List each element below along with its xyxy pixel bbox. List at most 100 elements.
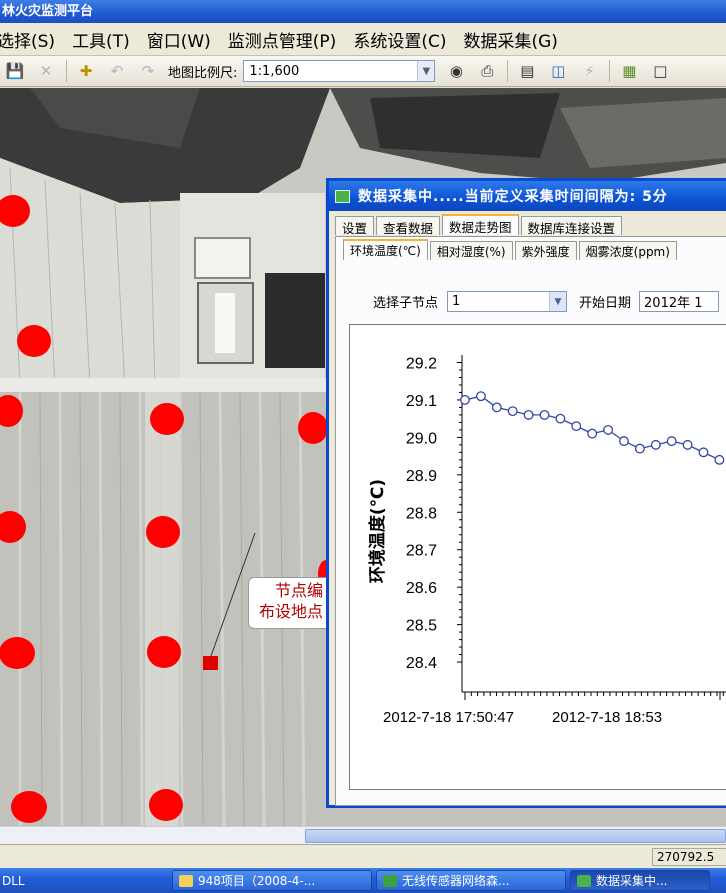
undo-icon[interactable]: ↶	[106, 60, 128, 82]
scrollbar-thumb[interactable]	[305, 829, 726, 843]
data-point	[540, 411, 549, 420]
tree-icon	[383, 875, 397, 887]
sensor-node[interactable]	[17, 325, 51, 357]
data-point	[477, 392, 486, 401]
delete-icon[interactable]: ✕	[35, 60, 57, 82]
taskbar-item-document[interactable]: 无线传感器网络森...	[376, 870, 566, 891]
flash-icon[interactable]: ⚡	[578, 60, 600, 82]
taskbar-item-label: 无线传感器网络森...	[402, 872, 509, 889]
subtab-humidity[interactable]: 相对湿度(%)	[430, 241, 513, 260]
sensor-tabs: 环境温度(℃) 相对湿度(%) 紫外强度 烟雾浓度(ppm)	[343, 241, 679, 261]
taskbar-item-folder[interactable]: 948项目（2008-4-...	[172, 870, 372, 891]
data-point	[493, 403, 502, 412]
chevron-down-icon[interactable]: ▼	[417, 61, 434, 81]
chart-svg: 29.2 29.1 29.0 28.9 28.8 28.7 28.6 28.5 28.4 2012…	[350, 325, 726, 790]
save-icon[interactable]: 💾	[4, 60, 26, 82]
export-icon[interactable]: ▦	[618, 60, 640, 82]
y-tick-label: 28.5	[406, 618, 437, 635]
trend-chart: 29.2 29.1 29.0 28.9 28.8 28.7 28.6 28.5 28.4 2012…	[349, 324, 726, 790]
series-line	[465, 396, 719, 460]
tab-trend-chart[interactable]: 数据走势图	[442, 214, 519, 235]
taskbar-item-label: 数据采集中...	[596, 872, 667, 889]
subtab-smoke[interactable]: 烟雾浓度(ppm)	[579, 241, 677, 260]
measure-icon[interactable]: ▤	[516, 60, 538, 82]
menu-data-collection[interactable]: 数据采集(G)	[463, 27, 557, 52]
taskbar-item-label: 948项目（2008-4-...	[198, 872, 315, 889]
sensor-node[interactable]	[298, 412, 328, 444]
x-tick-label: 2012-7-18 17:50:47	[383, 709, 514, 726]
toolbar-separator	[609, 60, 610, 82]
subtab-temperature[interactable]: 环境温度(℃)	[343, 239, 428, 260]
node-select-label: 选择子节点	[373, 292, 438, 311]
data-point	[461, 396, 470, 405]
menu-tools[interactable]: 工具(T)	[72, 27, 130, 52]
tab-db-connection[interactable]: 数据库连接设置	[521, 216, 623, 235]
data-point	[604, 426, 613, 435]
map-horizontal-scrollbar[interactable]	[0, 826, 726, 844]
y-tick-label: 28.4	[406, 655, 437, 672]
toolbar: 💾 ✕ ✚ ↶ ↷ 地图比例尺: 1:1,600 ▼ ◉ ⎙ ▤ ◫ ⚡ ▦ □	[0, 56, 726, 87]
folder-icon	[179, 875, 193, 887]
taskbar-item-data-collection[interactable]: 数据采集中...	[570, 870, 710, 891]
menu-monitor-points[interactable]: 监测点管理(P)	[228, 27, 337, 52]
tab-view-data[interactable]: 查看数据	[376, 216, 440, 235]
data-point	[620, 437, 629, 446]
app-title-bar[interactable]: 林火灾监测平台	[0, 0, 726, 23]
y-tick-label: 29.1	[406, 393, 437, 410]
menu-select[interactable]: 选择(S)	[0, 27, 55, 52]
main-tabs: 设置 查看数据 数据走势图 数据库连接设置	[335, 216, 624, 236]
y-tick-label: 29.0	[406, 430, 437, 447]
y-tick-label: 28.8	[406, 505, 437, 522]
y-tick-label: 28.9	[406, 468, 437, 485]
taskbar: DLL 948项目（2008-4-... 无线传感器网络森... 数据采集中..…	[0, 868, 726, 893]
chevron-down-icon[interactable]: ▼	[549, 292, 566, 311]
subtab-uv[interactable]: 紫外强度	[515, 241, 577, 260]
binoculars-icon[interactable]: ◉	[445, 60, 467, 82]
redo-icon[interactable]: ↷	[137, 60, 159, 82]
sensor-node[interactable]	[0, 637, 35, 669]
data-point	[524, 411, 533, 420]
y-tick-label: 28.6	[406, 580, 437, 597]
start-date-picker[interactable]: 2012年 1	[639, 291, 719, 312]
sensor-node[interactable]	[149, 789, 183, 821]
data-point	[556, 414, 565, 423]
sensor-node[interactable]	[150, 403, 184, 435]
print-icon[interactable]: ⎙	[476, 60, 498, 82]
toolbar-separator	[66, 60, 67, 82]
node-select[interactable]: 1 ▼	[447, 291, 567, 312]
data-point	[508, 407, 517, 416]
data-point	[636, 444, 645, 453]
layer-icon[interactable]: ◫	[547, 60, 569, 82]
map-scale-label: 地图比例尺:	[168, 62, 237, 81]
status-bar: 270792.5	[0, 844, 726, 868]
taskbar-start-text[interactable]: DLL	[0, 874, 60, 888]
chart-controls: 选择子节点 1 ▼ 开始日期 2012年 1	[373, 291, 719, 312]
sensor-node[interactable]	[147, 636, 181, 668]
sensor-node[interactable]	[11, 791, 47, 823]
map-scale-value: 1:1,600	[244, 64, 417, 79]
y-tick-label: 29.2	[406, 355, 437, 372]
y-axis-label: 环境温度(℃)	[367, 479, 388, 583]
menu-system-settings[interactable]: 系统设置(C)	[353, 27, 446, 52]
data-point	[683, 441, 692, 450]
sensor-node[interactable]	[146, 516, 180, 548]
data-point	[715, 456, 724, 465]
page-icon[interactable]: □	[649, 60, 671, 82]
app-title: 林火灾监测平台	[2, 4, 93, 19]
tab-settings[interactable]: 设置	[335, 216, 374, 235]
node-callout: 节点编 布设地点	[248, 577, 338, 629]
data-point	[699, 448, 708, 457]
selected-node-marker[interactable]	[203, 656, 218, 670]
menu-bar: 选择(S) 工具(T) 窗口(W) 监测点管理(P) 系统设置(C) 数据采集(…	[0, 23, 726, 56]
map-scale-select[interactable]: 1:1,600 ▼	[243, 60, 435, 82]
x-tick-label: 2012-7-18 18:53	[552, 709, 662, 726]
data-point	[588, 429, 597, 438]
app-window-icon	[577, 875, 591, 887]
add-point-icon[interactable]: ✚	[75, 60, 97, 82]
data-window-title-bar[interactable]: 数据采集中.....当前定义采集时间间隔为: 5分	[329, 181, 726, 211]
menu-window[interactable]: 窗口(W)	[147, 27, 211, 52]
data-point	[667, 437, 676, 446]
toolbar-separator	[507, 60, 508, 82]
data-point	[572, 422, 581, 431]
